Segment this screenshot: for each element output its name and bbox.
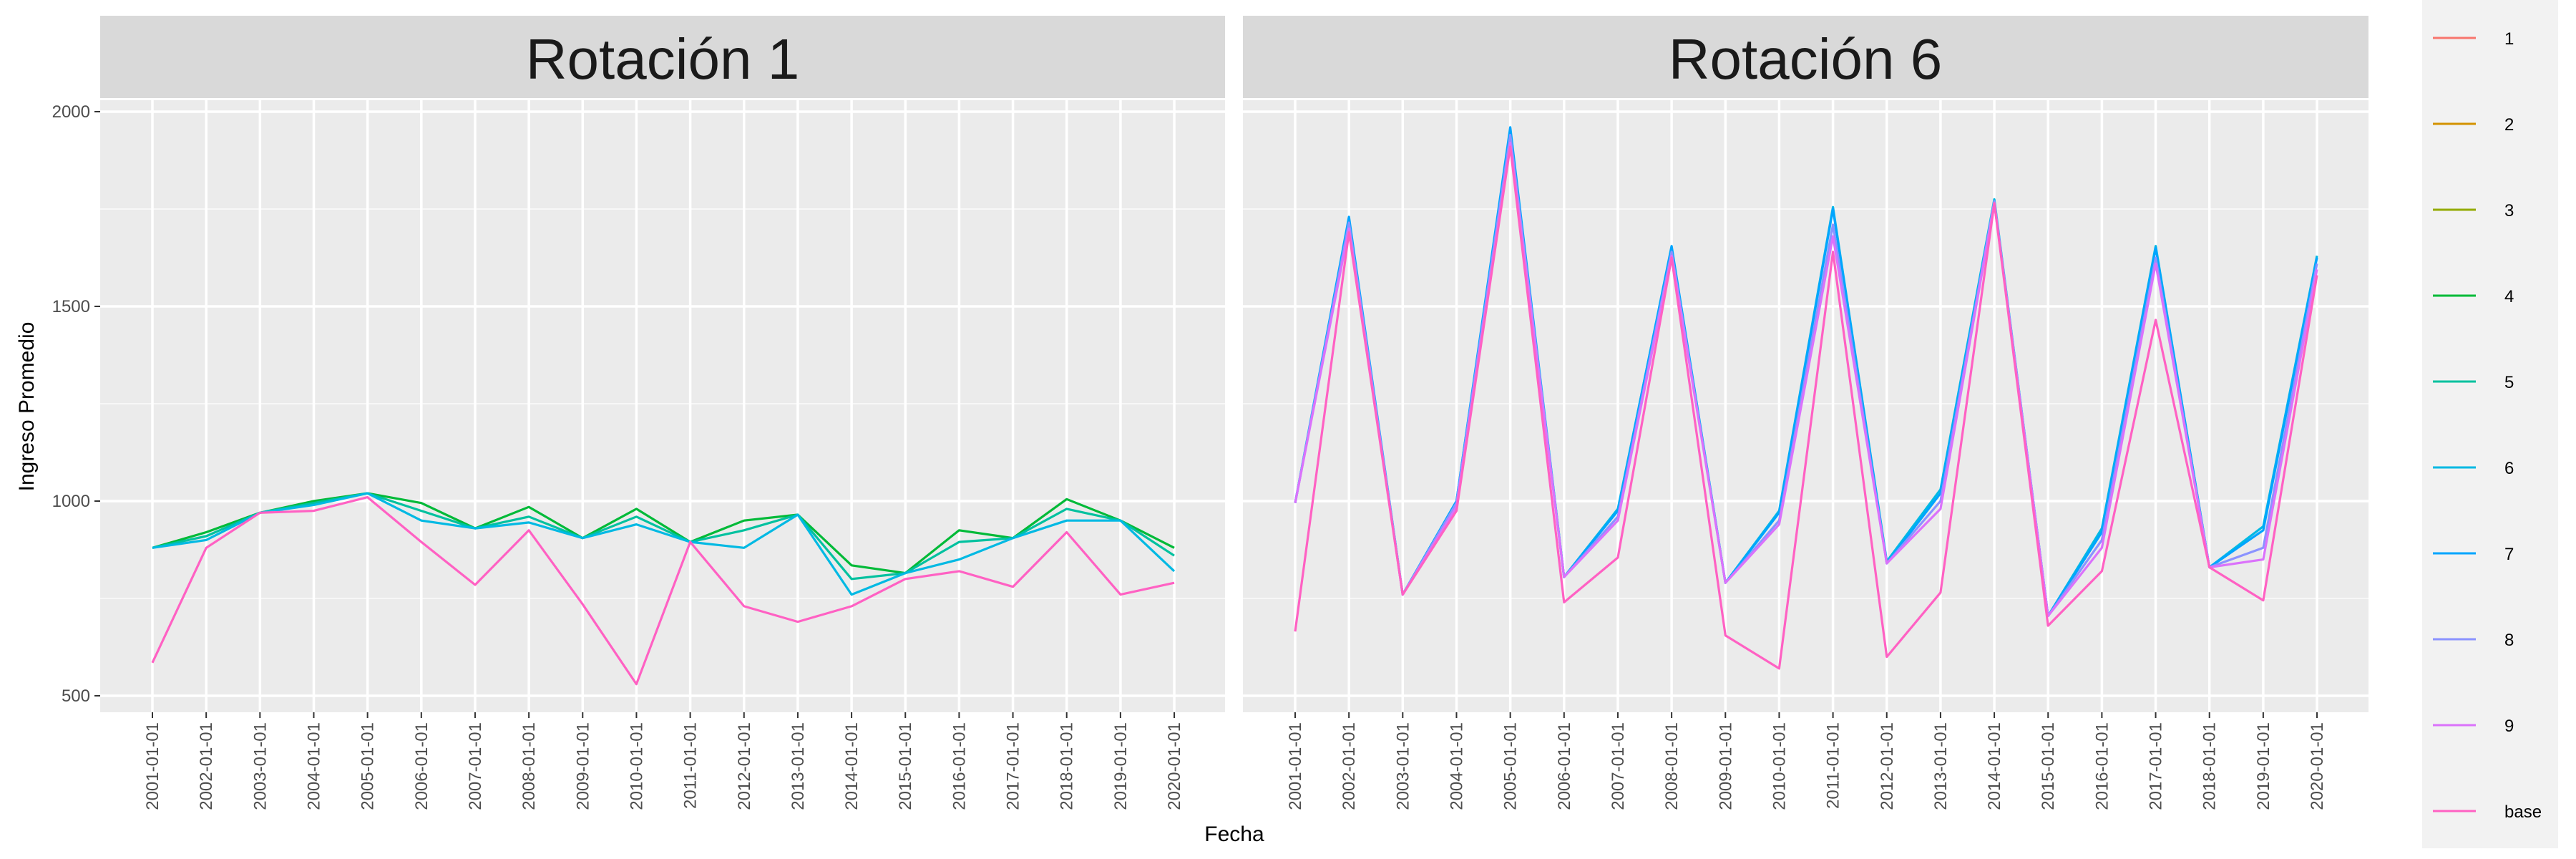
legend-label: 7: [2504, 545, 2514, 564]
legend-label: 8: [2504, 631, 2514, 650]
legend-label: 6: [2504, 459, 2514, 478]
x-tick-label: 2013-01-01: [1931, 722, 1951, 810]
series-line-6: [152, 492, 1176, 596]
x-tick-label: 2019-01-01: [1111, 722, 1131, 810]
legend: 1 2 3 4 5 6 7 8 9 base: [2422, 0, 2558, 848]
x-tick-label: 2005-01-01: [358, 722, 378, 810]
panel-strip: [100, 16, 1225, 98]
x-tick-label: 2006-01-01: [412, 722, 431, 810]
x-tick-label: 2004-01-01: [304, 722, 323, 810]
legend-label: 4: [2504, 287, 2514, 306]
x-tick-label: 2011-01-01: [681, 722, 701, 809]
x-tick-label: 2010-01-01: [1770, 722, 1789, 810]
x-tick-label: 2002-01-01: [197, 722, 216, 810]
x-tick-label: 2002-01-01: [1340, 722, 1359, 810]
x-tick-label: 2017-01-01: [2147, 722, 2166, 810]
panel-strip: [1243, 16, 2368, 98]
x-tick-label: 2007-01-01: [1609, 722, 1628, 810]
legend-label: 9: [2504, 717, 2514, 736]
panel-title: Rotación 1: [526, 27, 799, 91]
y-tick-label: 500: [62, 686, 90, 706]
plot-background: [100, 100, 1225, 712]
x-tick-label: 2019-01-01: [2254, 722, 2273, 810]
y-tick-label: 1000: [52, 492, 90, 511]
series-line-base: [1294, 145, 2318, 670]
x-tick-label: 2014-01-01: [1985, 722, 2004, 810]
series-line-base: [151, 495, 1175, 686]
gridlines: [100, 100, 1225, 712]
x-tick-label: 2016-01-01: [950, 722, 969, 810]
series-line-4: [152, 492, 1175, 575]
x-axis-ticks: 2001-01-01 2002-01-01 2003-01-01 2004-01-01…: [1286, 712, 2327, 810]
x-axis-title: Fecha: [1204, 822, 1264, 846]
gridlines: [1243, 100, 2368, 712]
x-tick-label: 2003-01-01: [1393, 722, 1413, 810]
x-tick-label: 2018-01-01: [2200, 722, 2220, 810]
x-tick-label: 2003-01-01: [250, 722, 270, 810]
series-line-5: [152, 492, 1175, 581]
series-lines: [1294, 126, 2318, 670]
legend-label: 5: [2504, 373, 2514, 392]
y-tick-label: 2000: [52, 102, 90, 122]
legend-label: 2: [2504, 115, 2514, 135]
x-tick-label: 2012-01-01: [735, 722, 754, 810]
x-tick-label: 2020-01-01: [1165, 722, 1184, 810]
series-lines: [151, 492, 1176, 686]
x-tick-label: 2001-01-01: [1286, 722, 1305, 810]
y-axis-title: Ingreso Promedio: [15, 322, 39, 492]
x-tick-label: 2018-01-01: [1058, 722, 1077, 810]
x-tick-label: 2014-01-01: [842, 722, 862, 810]
y-tick-label: 1500: [52, 297, 90, 316]
x-tick-label: 2015-01-01: [896, 722, 915, 810]
plot-background: [1243, 100, 2368, 712]
panel-title: Rotación 6: [1669, 27, 1942, 91]
x-tick-label: 2010-01-01: [627, 722, 646, 810]
x-tick-label: 2006-01-01: [1555, 722, 1574, 810]
x-tick-label: 2011-01-01: [1824, 722, 1843, 809]
x-tick-label: 2007-01-01: [466, 722, 485, 810]
x-tick-label: 2004-01-01: [1447, 722, 1466, 810]
x-tick-label: 2016-01-01: [2092, 722, 2112, 810]
x-tick-label: 2001-01-01: [143, 722, 162, 810]
x-tick-label: 2009-01-01: [1716, 722, 1735, 810]
x-tick-label: 2008-01-01: [519, 722, 539, 810]
legend-label: 3: [2504, 201, 2514, 220]
x-tick-label: 2020-01-01: [2308, 722, 2327, 810]
legend-label: 1: [2504, 29, 2514, 49]
y-axis: 500 1000 1500 2000: [52, 102, 100, 706]
panel-rotacion-1: Rotación 1 2001-01-01 2002-01-01 2003-01-0…: [100, 16, 1225, 810]
x-tick-label: 2015-01-01: [2039, 722, 2058, 810]
x-tick-label: 2005-01-01: [1501, 722, 1521, 810]
panel-rotacion-6: Rotación 6 2001-01-01 2002-01-01 2003-01-0…: [1243, 16, 2368, 810]
x-tick-label: 2012-01-01: [1878, 722, 1897, 810]
x-axis-ticks: 2001-01-01 2002-01-01 2003-01-01 2004-01-01…: [143, 712, 1184, 810]
legend-background: [2422, 0, 2558, 848]
x-tick-label: 2008-01-01: [1662, 722, 1682, 810]
x-tick-label: 2009-01-01: [573, 722, 592, 810]
x-tick-label: 2017-01-01: [1004, 722, 1023, 810]
legend-label: base: [2504, 802, 2542, 822]
x-tick-label: 2013-01-01: [789, 722, 808, 810]
